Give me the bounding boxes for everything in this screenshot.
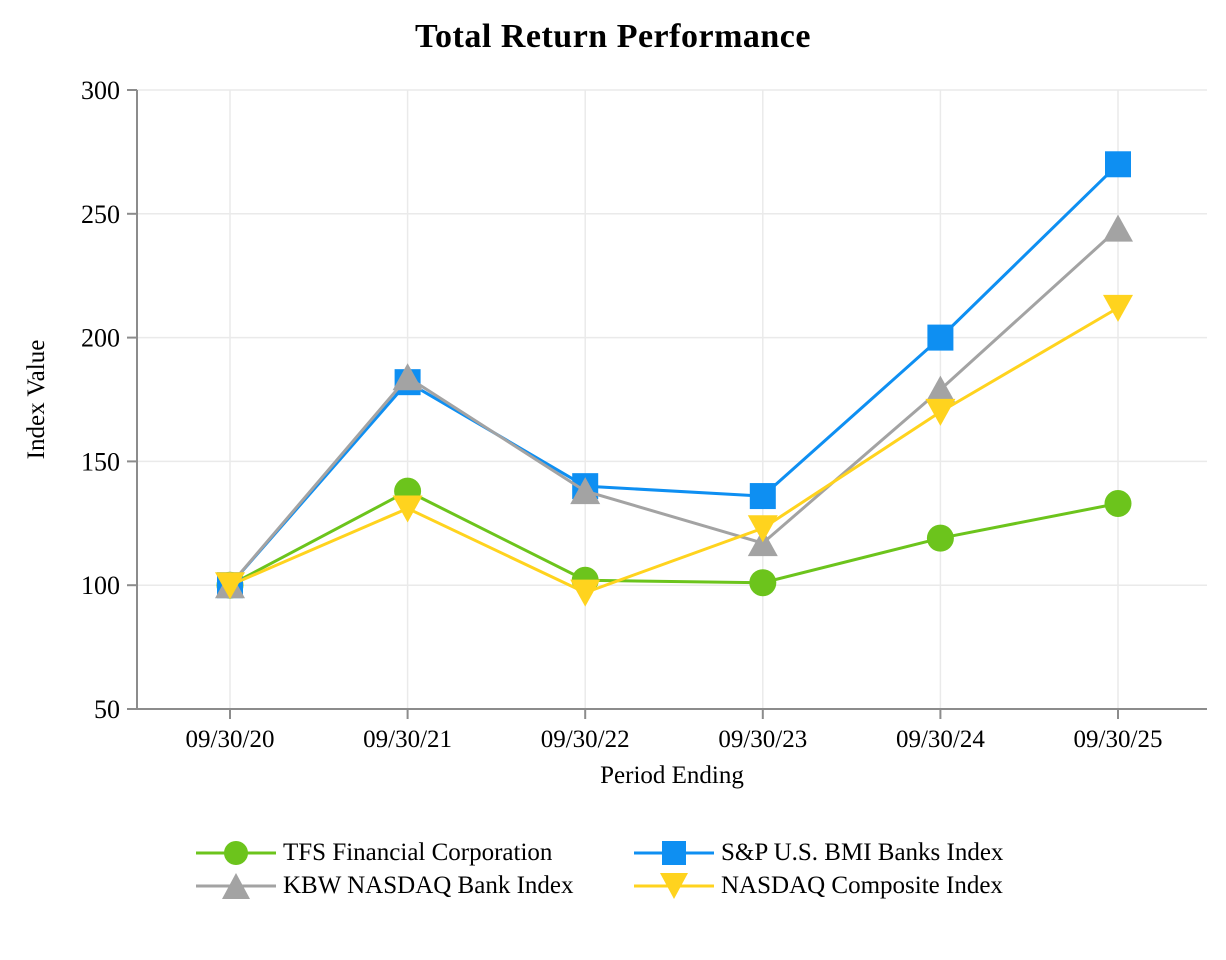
- series-line: [229, 306, 1119, 595]
- x-tick-label: 09/30/25: [1074, 726, 1163, 753]
- triangle-down-marker-icon: [925, 398, 956, 426]
- triangle-down-marker-icon: [660, 872, 688, 899]
- legend-item-tfs-financial-corporation: TFS Financial Corporation: [195, 836, 633, 869]
- chart-title: Total Return Performance: [415, 18, 811, 55]
- series-line: [228, 163, 1120, 587]
- square-marker-icon: [927, 324, 954, 351]
- triangle-down-marker-icon: [1103, 294, 1133, 322]
- y-tick-label: 250: [81, 200, 120, 229]
- triangle-up-marker-icon: [925, 375, 956, 403]
- chart-legend: TFS Financial Corporation S&P U.S. BMI Ba…: [195, 836, 1003, 902]
- series-kbw-nasdaq-bank-index: [215, 214, 1133, 599]
- x-tick-label: 09/30/22: [541, 726, 630, 753]
- legend-item-label: S&P U.S. BMI Banks Index: [721, 839, 1004, 866]
- series-line: [229, 489, 1119, 587]
- legend-circle-marker-icon: [196, 840, 276, 865]
- legend-item-label: TFS Financial Corporation: [283, 839, 553, 866]
- y-tick-label: 300: [81, 76, 120, 105]
- x-tick-label: 09/30/21: [363, 726, 452, 753]
- x-axis-title: Period Ending: [600, 762, 744, 789]
- square-marker-icon: [662, 840, 686, 865]
- triangle-down-marker-icon: [392, 495, 423, 523]
- y-tick-label: 50: [94, 695, 120, 724]
- circle-marker-icon: [749, 569, 777, 597]
- circle-marker-icon: [1104, 489, 1132, 517]
- legend-item-kbw-nasdaq-bank-index: KBW NASDAQ Bank Index: [195, 869, 633, 902]
- y-axis-title: Index Value: [23, 340, 50, 460]
- x-tick-label: 09/30/23: [718, 726, 807, 753]
- line-chart: 50 100 150 200 250 300 09/30/20 09/30/21 09/30/2…: [23, 76, 1207, 789]
- series-tfs-financial-corporation: [216, 477, 1132, 599]
- triangle-up-marker-icon: [222, 872, 250, 899]
- y-tick-label: 150: [81, 447, 120, 476]
- axes: [127, 89, 1207, 719]
- legend-triangle-down-marker-icon: [634, 872, 714, 899]
- y-tick-label: 100: [81, 571, 120, 600]
- y-tick-label: 200: [81, 324, 120, 353]
- x-tick-label: 09/30/20: [186, 726, 275, 753]
- series-line: [228, 227, 1120, 587]
- square-marker-icon: [1105, 151, 1131, 178]
- triangle-up-marker-icon: [1103, 214, 1133, 242]
- triangle-up-marker-icon: [392, 363, 423, 391]
- legend-item-label: NASDAQ Composite Index: [721, 872, 1003, 899]
- legend-item-s-p-u-s-bmi-banks-index: S&P U.S. BMI Banks Index: [633, 836, 1003, 869]
- triangle-up-marker-icon: [570, 477, 601, 505]
- gridlines: [137, 89, 1207, 709]
- triangle-down-marker-icon: [570, 579, 601, 607]
- circle-marker-icon: [926, 524, 954, 552]
- legend-item-label: KBW NASDAQ Bank Index: [283, 872, 574, 899]
- triangle-up-marker-icon: [747, 529, 778, 557]
- legend-item-nasdaq-composite-index: NASDAQ Composite Index: [633, 869, 1003, 902]
- triangle-down-marker-icon: [747, 515, 778, 543]
- circle-marker-icon: [224, 840, 248, 865]
- legend-triangle-up-marker-icon: [196, 872, 276, 899]
- triangle-down-marker-icon: [215, 572, 245, 600]
- legend-square-marker-icon: [634, 840, 714, 865]
- square-marker-icon: [749, 483, 776, 510]
- series-nasdaq-composite-index: [215, 294, 1133, 607]
- x-tick-label: 09/30/24: [896, 726, 985, 753]
